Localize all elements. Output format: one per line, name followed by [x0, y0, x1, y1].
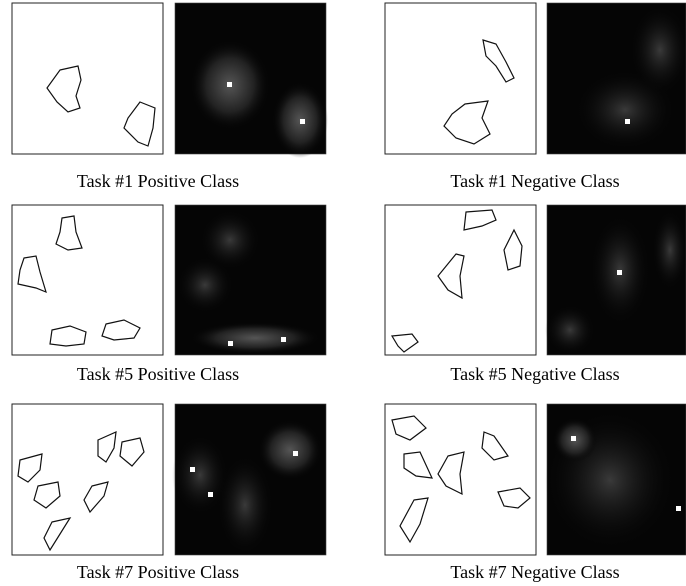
nucleus: [300, 119, 305, 124]
nucleus: [617, 270, 622, 275]
nucleus: [228, 341, 233, 346]
nucleus: [190, 467, 195, 472]
nucleus: [571, 436, 576, 441]
glow: [217, 455, 273, 555]
nucleus: [281, 337, 286, 342]
panel-task5-positive: Task #5 Positive Class: [12, 205, 326, 384]
outline-box: [12, 404, 163, 555]
glow: [190, 322, 320, 354]
outline-box: [12, 205, 163, 355]
panel-task7-negative: Task #7 Negative Class: [385, 404, 686, 582]
caption: Task #1 Positive Class: [77, 171, 239, 191]
panel-task7-positive: Task #7 Positive Class: [12, 404, 326, 582]
caption: Task #7 Negative Class: [450, 562, 619, 582]
figure: Task #1 Positive Class Task #1 Negative …: [0, 0, 686, 586]
nucleus: [208, 492, 213, 497]
nucleus: [227, 82, 232, 87]
outline-box: [12, 3, 163, 154]
glow: [177, 257, 233, 313]
caption: Task #5 Positive Class: [77, 364, 239, 384]
panel-task1-positive: Task #1 Positive Class: [12, 3, 328, 191]
panel-task1-negative: Task #1 Negative Class: [385, 3, 686, 191]
caption: Task #7 Positive Class: [77, 562, 239, 582]
nucleus: [676, 506, 681, 511]
panel-task5-negative: Task #5 Negative Class: [385, 205, 686, 384]
glow: [258, 420, 322, 480]
nucleus: [293, 451, 298, 456]
caption: Task #1 Negative Class: [450, 171, 619, 191]
caption: Task #5 Negative Class: [450, 364, 619, 384]
glow: [545, 305, 595, 355]
nucleus: [625, 119, 630, 124]
